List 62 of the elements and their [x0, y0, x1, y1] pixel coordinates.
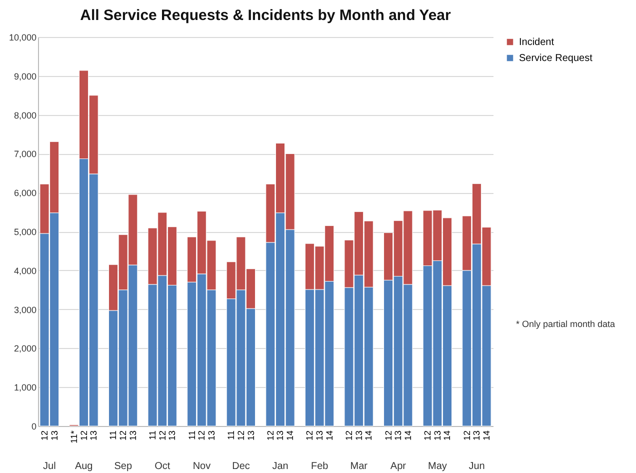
x-tick-label: 12 — [236, 430, 246, 441]
x-tick-label: 14 — [402, 430, 413, 441]
y-tick-label: 10,000 — [8, 32, 36, 42]
x-tick-label: 14 — [324, 430, 334, 441]
text: Feb — [310, 461, 329, 472]
legend-label: Incident — [519, 37, 554, 48]
y-tick-label: 7,000 — [14, 149, 36, 160]
x-tick-label: 14 — [285, 430, 296, 441]
y-tick-label: 4,000 — [14, 266, 36, 276]
y-tick-label: 6,000 — [14, 188, 36, 198]
x-tick-label: 13 — [354, 430, 364, 441]
x-tick-label: 14 — [364, 430, 374, 441]
x-tick-label: 11 — [226, 430, 236, 440]
text: Aug — [74, 461, 93, 472]
x-tick-label: 14 — [442, 430, 452, 441]
x-tick-label: 12 — [265, 430, 276, 441]
x-tick-label: 12 — [78, 430, 89, 441]
x-tick-label: 12 — [157, 430, 168, 441]
text: Sep — [114, 461, 132, 472]
text: Nov — [192, 461, 211, 472]
text: Jun — [468, 461, 485, 472]
x-tick-label: 12 — [422, 430, 433, 441]
x-tick-label: 13 — [246, 430, 256, 441]
y-tick-label: 5,000 — [14, 227, 36, 237]
x-tick-label: 14 — [482, 430, 492, 441]
x-tick-label: 11* — [68, 430, 79, 444]
x-tick-label: 13 — [432, 430, 442, 441]
x-tick-label: 13 — [472, 430, 482, 441]
x-tick-label: 11 — [108, 430, 118, 440]
text: Apr — [390, 461, 407, 472]
y-tick-label: 8,000 — [14, 110, 36, 120]
x-tick-label: 13 — [128, 430, 138, 441]
y-tick-label: 0 — [31, 422, 36, 432]
y-tick-label: 2,000 — [14, 344, 36, 354]
x-tick-label: 12 — [304, 430, 315, 441]
text: * Only partial month data — [516, 318, 616, 330]
y-tick-label: 3,000 — [14, 304, 36, 315]
x-tick-label: 12 — [383, 430, 394, 441]
text: Jan — [272, 461, 288, 472]
x-tick-label: 12 — [118, 430, 128, 441]
chart-title: All Service Requests & Incidents by Month and Year — [80, 7, 451, 24]
x-tick-label: 12 — [39, 430, 50, 441]
text: Oct — [154, 461, 170, 472]
x-tick-label: 12 — [462, 430, 472, 441]
y-tick-label: 9,000 — [14, 71, 36, 82]
x-tick-label: 13 — [393, 430, 404, 441]
text: Jul — [43, 461, 56, 472]
x-tick-label: 13 — [88, 430, 99, 441]
x-tick-label: 13 — [314, 430, 325, 441]
x-tick-label: 13 — [167, 430, 178, 441]
text: May — [428, 461, 447, 472]
x-tick-label: 12 — [344, 430, 354, 441]
x-tick-label: 13 — [49, 430, 60, 441]
x-tick-label: 12 — [196, 430, 207, 441]
legend-label: Service Request — [519, 53, 593, 64]
x-tick-label: 11 — [186, 430, 197, 440]
text: Dec — [232, 461, 250, 472]
x-tick-label: 11 — [148, 430, 158, 440]
x-tick-label: 13 — [275, 430, 286, 441]
y-tick-label: 1,000 — [14, 382, 36, 393]
text: Mar — [350, 461, 368, 472]
x-tick-label: 13 — [206, 430, 216, 441]
